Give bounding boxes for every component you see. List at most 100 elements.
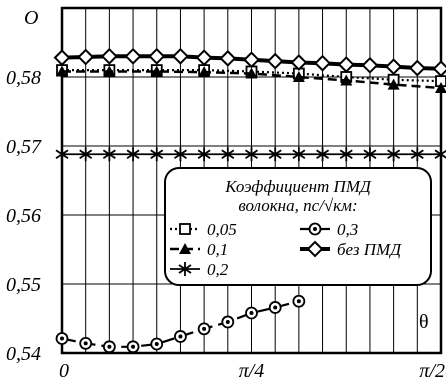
marker-circle-dot xyxy=(154,342,159,347)
marker-stroke xyxy=(126,149,140,160)
marker-circle-dot xyxy=(202,326,207,331)
marker-diamond xyxy=(219,49,237,67)
marker-triangle xyxy=(435,82,446,94)
marker-triangle xyxy=(292,71,305,82)
marker-stroke xyxy=(102,149,116,160)
marker-triangle xyxy=(56,65,68,77)
marker-diamond xyxy=(53,49,71,67)
x-tick-label: π/2 xyxy=(419,360,445,382)
marker-triangle xyxy=(387,78,400,90)
marker-stroke xyxy=(363,149,377,160)
marker-asterisk xyxy=(102,147,116,162)
marker-stroke xyxy=(316,149,330,160)
marker-asterisk xyxy=(197,147,211,162)
marker-asterisk xyxy=(410,147,424,162)
marker-diamond xyxy=(172,47,189,65)
marker-stroke xyxy=(55,149,69,160)
marker-diamond xyxy=(361,56,379,74)
y-tick-label: 0,56 xyxy=(6,205,41,227)
marker-circle-dot xyxy=(107,344,112,349)
marker-stroke xyxy=(79,149,93,160)
marker-asterisk xyxy=(434,147,446,162)
x-tick-label: 0 xyxy=(59,360,69,382)
marker-triangle xyxy=(179,243,191,254)
marker-stroke xyxy=(434,149,446,160)
marker-circle-dot xyxy=(296,299,301,304)
marker-triangle xyxy=(198,66,211,78)
marker-diamond xyxy=(148,47,166,65)
y-tick-label: 0,57 xyxy=(6,136,42,158)
x-tick-label: π/4 xyxy=(239,360,265,382)
marker-asterisk xyxy=(221,147,235,162)
marker-diamond xyxy=(408,59,426,77)
marker-square xyxy=(179,223,191,235)
marker-circle-dot xyxy=(131,344,136,349)
y-tick-label: 0,54 xyxy=(6,343,41,365)
marker-asterisk xyxy=(173,147,187,162)
marker-triangle xyxy=(245,67,258,79)
marker-circle-dot xyxy=(225,319,230,324)
marker-triangle xyxy=(150,65,163,77)
marker-stroke xyxy=(292,149,306,160)
marker-stroke xyxy=(410,149,424,160)
marker-triangle xyxy=(340,74,353,86)
legend-label: без ПМД xyxy=(337,240,402,259)
marker-asterisk xyxy=(126,147,140,162)
marker-asterisk xyxy=(292,147,306,162)
marker-diamond xyxy=(124,47,142,65)
marker-stroke xyxy=(339,149,353,160)
y-tick-label: 0,55 xyxy=(6,274,41,296)
marker-diamond xyxy=(100,47,118,65)
marker-diamond xyxy=(243,51,260,69)
tick-labels: 0,54 0,55 0,56 0,57 0,58 0 π/4 π/2 xyxy=(6,67,445,382)
marker-asterisk xyxy=(268,147,282,162)
marker-stroke xyxy=(178,264,192,274)
marker-circle-dot xyxy=(273,305,278,310)
marker-asterisk xyxy=(363,147,377,162)
marker-circle-dot xyxy=(178,334,183,339)
legend-subtitle: волокна, пс/√км: xyxy=(238,196,357,215)
legend-title: Коэффициент ПМД xyxy=(224,177,372,196)
marker-diamond xyxy=(337,56,355,73)
series-line xyxy=(62,68,442,83)
marker-diamond xyxy=(266,52,284,70)
marker-circle-dot xyxy=(249,310,254,315)
legend-label: 0,2 xyxy=(207,260,229,279)
y-tick-label: 0,58 xyxy=(6,67,41,89)
legend-box xyxy=(164,167,432,286)
marker-diamond xyxy=(432,60,446,78)
marker-stroke xyxy=(197,149,211,160)
marker-asterisk xyxy=(316,147,330,162)
marker-asterisk xyxy=(245,147,258,162)
marker-stroke xyxy=(221,149,235,160)
marker-stroke xyxy=(245,149,258,160)
marker-diamond xyxy=(77,48,95,66)
marker-asterisk xyxy=(150,147,164,162)
series-0,2 xyxy=(55,147,446,162)
marker-asterisk xyxy=(55,147,69,162)
legend-label: 0,05 xyxy=(207,220,237,239)
series-0,3 xyxy=(55,294,306,354)
marker-circle-dot xyxy=(60,336,64,341)
marker-asterisk xyxy=(79,147,93,162)
series-group xyxy=(53,47,446,354)
legend-entry: без ПМД xyxy=(300,240,402,259)
marker-diamond xyxy=(385,58,403,76)
marker-stroke xyxy=(268,149,282,160)
legend-entry: 0,05 xyxy=(170,220,237,239)
legend-label: 0,3 xyxy=(337,220,358,239)
legend-entry: 0,2 xyxy=(170,260,229,279)
marker-stroke xyxy=(150,149,164,160)
legend-entry: 0,3 xyxy=(300,220,358,239)
marker-diamond xyxy=(290,54,308,71)
marker-asterisk xyxy=(387,147,401,162)
marker-diamond xyxy=(314,54,331,72)
marker-triangle xyxy=(103,65,116,77)
series-без ПМД xyxy=(53,47,446,78)
x-axis-label: θ xyxy=(419,311,429,333)
legend-label: 0,1 xyxy=(207,240,228,259)
marker-stroke xyxy=(387,149,401,160)
marker-asterisk xyxy=(339,147,353,162)
